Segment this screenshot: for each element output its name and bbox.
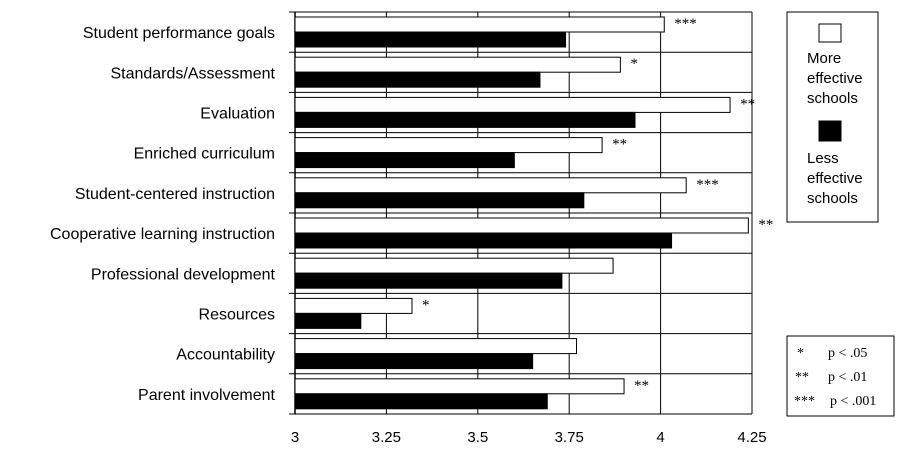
legend-more-line3: schools	[807, 90, 858, 107]
significance-marker: **	[612, 137, 627, 153]
x-tick-label: 4	[656, 429, 664, 446]
bar-more-effective	[294, 16, 665, 33]
sig-key-symbol-1: *	[797, 346, 804, 361]
significance-key-box	[786, 335, 895, 417]
significance-marker: **	[758, 217, 773, 233]
category-label: Enriched curriculum	[134, 146, 275, 163]
category-label: Student performance goals	[83, 25, 275, 42]
bar-less-effective	[294, 71, 541, 88]
legend-box	[786, 11, 879, 223]
legend: More effective schools Less effective sc…	[786, 11, 879, 223]
bar-less-effective	[294, 152, 515, 169]
category-label: Resources	[199, 307, 275, 324]
category-label: Student-centered instruction	[75, 186, 275, 203]
sig-key-symbol-3: ***	[794, 394, 815, 409]
significance-markers: ****************	[422, 16, 773, 394]
bar-more-effective	[294, 56, 621, 73]
bar-less-effective	[294, 312, 362, 329]
legend-more-line2: effective	[807, 70, 863, 87]
x-axis-ticks: 3 3.25 3.5 3.75 4 4.25	[291, 429, 767, 446]
legend-more-line1: More	[807, 50, 841, 67]
significance-marker: ***	[696, 177, 719, 193]
bar-more-effective	[294, 137, 603, 154]
category-label: Evaluation	[200, 106, 275, 123]
legend-less-line2: effective	[807, 170, 863, 187]
bar-less-effective	[294, 272, 563, 289]
legend-less-line3: schools	[807, 190, 858, 207]
bar-less-effective	[294, 232, 673, 249]
x-tick-label: 4.25	[737, 429, 766, 446]
bar-more-effective	[294, 217, 749, 234]
x-tick-label: 3.75	[555, 429, 584, 446]
significance-marker: ***	[674, 16, 697, 32]
significance-marker: *	[630, 56, 638, 72]
category-label: Accountability	[176, 347, 275, 364]
bar-less-effective	[294, 31, 567, 48]
legend-swatch-more	[818, 23, 842, 43]
category-label: Cooperative learning instruction	[50, 226, 275, 243]
x-tick-label: 3	[291, 429, 299, 446]
grid	[289, 11, 753, 415]
bar-less-effective	[294, 393, 548, 410]
significance-key: * p < .05 ** p < .01 *** p < .001	[786, 335, 895, 417]
category-label: Standards/Assessment	[110, 65, 275, 82]
legend-swatch-less	[818, 120, 842, 142]
x-tick-label: 3.5	[467, 429, 488, 446]
sig-key-text-2: p < .01	[828, 370, 867, 385]
sig-key-symbol-2: **	[795, 370, 809, 385]
sig-key-text-1: p < .05	[828, 346, 867, 361]
category-label: Professional development	[91, 266, 276, 283]
bar-less-effective	[294, 353, 534, 370]
bar-more-effective	[294, 297, 413, 314]
significance-marker: **	[740, 96, 755, 112]
bar-less-effective	[294, 192, 585, 209]
bar-less-effective	[294, 111, 636, 128]
category-labels: Student performance goals Standards/Asses…	[50, 25, 276, 404]
bar-more-effective	[294, 177, 687, 194]
legend-less-line1: Less	[807, 150, 839, 167]
bar-more-effective	[294, 378, 625, 395]
bar-more-effective	[294, 338, 578, 355]
bar-more-effective	[294, 257, 614, 274]
category-label: Parent involvement	[138, 387, 276, 404]
bar-more-effective	[294, 96, 731, 113]
significance-marker: *	[422, 297, 430, 313]
bars	[294, 16, 749, 410]
sig-key-text-3: p < .001	[830, 394, 876, 409]
significance-marker: **	[634, 378, 649, 394]
x-tick-label: 3.25	[372, 429, 401, 446]
